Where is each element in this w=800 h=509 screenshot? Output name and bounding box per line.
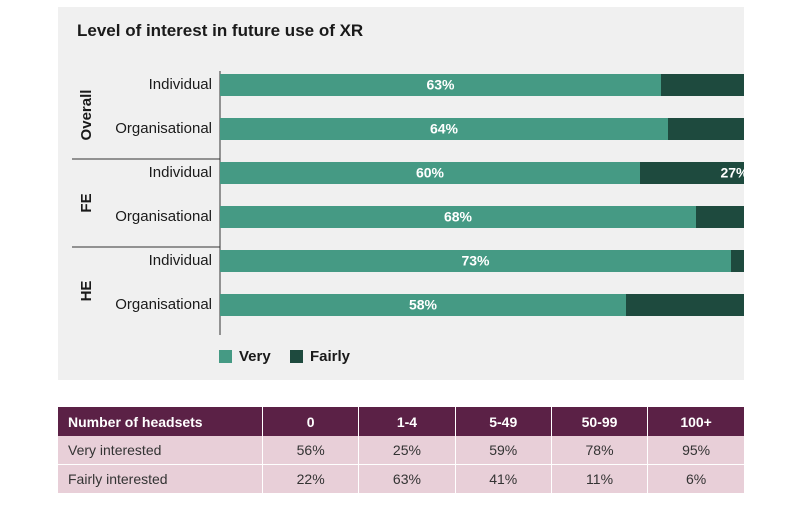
bar-fairly (661, 74, 744, 96)
category-label: Organisational (115, 296, 212, 313)
table-cell: 59% (455, 436, 552, 465)
data-label: 60% (416, 165, 445, 181)
bar-chart: OverallIndividual63%28%Organisational64%… (72, 71, 744, 335)
chart-panel: Level of interest in future use of XR Ov… (58, 7, 744, 380)
table-cell: 63% (358, 464, 456, 493)
bar-fairly (626, 294, 744, 316)
data-label: 73% (461, 253, 490, 269)
bar-fairly (731, 250, 744, 272)
table-cell: 6% (647, 464, 744, 493)
data-label: 64% (430, 121, 459, 137)
legend-very-label: Very (239, 348, 271, 365)
table-cell: 22% (262, 464, 360, 493)
bar-fairly (696, 206, 744, 228)
table-cell: 78% (551, 436, 649, 465)
table-cell: Very interested (58, 436, 263, 465)
table-cell: 41% (455, 464, 552, 493)
bar-fairly (668, 118, 744, 140)
legend-very-swatch (219, 350, 232, 363)
category-label: Organisational (115, 120, 212, 137)
bar-very (220, 206, 696, 228)
table-header-cell: 1-4 (358, 407, 456, 436)
table-header-cell: 50-99 (551, 407, 649, 436)
bar-very (220, 294, 626, 316)
bar-very (220, 74, 661, 96)
category-label: Organisational (115, 208, 212, 225)
bar-very (220, 118, 668, 140)
category-label: Individual (149, 164, 212, 181)
bar-fairly (640, 162, 744, 184)
legend-very: Very (219, 348, 271, 365)
legend-fairly-swatch (290, 350, 303, 363)
table-cell: 95% (647, 436, 744, 465)
category-label: Individual (149, 76, 212, 93)
group-label: FE (78, 193, 95, 212)
table-header-cell: 5-49 (455, 407, 552, 436)
table-header-row: Number of headsets 0 1-4 5-49 50-99 100+ (58, 407, 744, 436)
data-label: 68% (444, 209, 473, 225)
legend-fairly: Fairly (290, 348, 350, 365)
table-cell: 25% (358, 436, 456, 465)
group-label: HE (78, 281, 95, 302)
group-label: Overall (78, 90, 95, 141)
table-cell: 11% (551, 464, 649, 493)
bar-very (220, 250, 731, 272)
table-row: Very interested 56% 25% 59% 78% 95% (58, 436, 744, 465)
table-header-cell: 100+ (647, 407, 744, 436)
data-label: 63% (426, 77, 455, 93)
table-header-cell: Number of headsets (58, 407, 263, 436)
category-label: Individual (149, 252, 212, 269)
table-cell: 56% (262, 436, 360, 465)
table-header-cell: 0 (262, 407, 360, 436)
chart-title: Level of interest in future use of XR (77, 21, 364, 40)
table-row: Fairly interested 22% 63% 41% 11% 6% (58, 464, 744, 493)
headsets-table: Number of headsets 0 1-4 5-49 50-99 100+… (58, 407, 744, 493)
data-label: 58% (409, 297, 438, 313)
legend-fairly-label: Fairly (310, 348, 351, 365)
bar-very (220, 162, 640, 184)
data-label: 27% (720, 165, 744, 181)
table-cell: Fairly interested (58, 464, 263, 493)
